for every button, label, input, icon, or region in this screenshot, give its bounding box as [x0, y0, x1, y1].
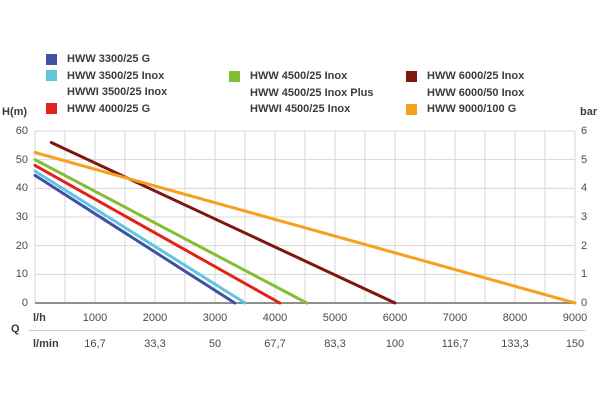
legend-item-label: HWW 6000/50 Inox [427, 86, 525, 99]
legend-item-label: HWW 9000/100 G [427, 103, 517, 115]
legend-item: HWW 4500/25 Inox [229, 68, 373, 85]
x-axis-unit-separator [29, 330, 585, 331]
x-tick-lmin-83,3: 83,3 [324, 338, 346, 350]
x-axis-unit-lmin: l/min [33, 338, 59, 350]
y-tick-left-20: 20 [15, 239, 28, 252]
legend-item: HWWI 3500/25 Inox [46, 84, 167, 101]
legend-item-label: HWW 4500/25 Inox Plus [250, 86, 374, 99]
legend-item: HWW 3300/25 G [46, 51, 167, 68]
x-tick-lh-9000: 9000 [562, 312, 588, 324]
legend-item: HWW 9000/100 G [406, 101, 524, 118]
legend-swatch [46, 53, 57, 65]
legend-item-label: HWW 4500/25 Inox [250, 70, 348, 82]
x-tick-lmin-133,3: 133,3 [501, 338, 529, 350]
x-tick-lh-6000: 6000 [382, 312, 408, 324]
y-tick-right-6: 6 [581, 125, 588, 137]
y-axis-title-right: bar [580, 106, 598, 118]
legend-item: HWW 4500/25 Inox Plus [229, 85, 373, 102]
legend-item-label: HWWI 3500/25 Inox [67, 86, 168, 98]
legend-item: HWW 6000/25 Inox [406, 68, 524, 85]
legend-swatch [46, 103, 57, 115]
series-line-hww-9000-100-g [33, 151, 577, 305]
x-tick-lmin-116,7: 116,7 [441, 338, 469, 350]
series-line-hww-4500-25-inox-hww-4500-25-inox-plus-hwwi-4500-25-inox [33, 158, 309, 305]
legend-column-3: HWW 6000/25 Inox HWW 6000/50 Inox HWW 9000… [406, 68, 524, 118]
y-tick-left-60: 60 [15, 125, 28, 137]
series-line-hww-4000-25-g [33, 163, 282, 305]
x-tick-lh-5000: 5000 [322, 312, 348, 324]
legend-item-label: HWW 3300/25 G [67, 53, 151, 65]
y-tick-left-10: 10 [15, 268, 28, 281]
legend-item: HWW 6000/50 Inox [406, 85, 524, 102]
y-tick-left-40: 40 [15, 182, 28, 195]
x-tick-lmin-67,7: 67,7 [264, 338, 286, 350]
legend-swatch [406, 70, 417, 82]
series-line-hww-6000-25-inox-hww-6000-50-inox [49, 141, 397, 305]
y-tick-right-5: 5 [581, 153, 588, 166]
legend-swatch [229, 70, 240, 82]
x-tick-lmin-33,3: 33,3 [144, 338, 166, 350]
x-tick-lh-1000: 1000 [82, 312, 108, 324]
x-axis-unit-lh: l/h [33, 312, 46, 324]
legend-item: HWW 4000/25 G [46, 101, 167, 118]
y-tick-right-0: 0 [581, 297, 588, 309]
x-axis-title-q: Q [11, 323, 20, 335]
series-line-hww-3300-25-g [33, 173, 237, 305]
y-tick-left-30: 30 [15, 211, 28, 223]
x-tick-lh-4000: 4000 [262, 312, 288, 324]
legend-item: HWW 3500/25 Inox [46, 68, 167, 85]
y-tick-left-50: 50 [15, 153, 28, 166]
legend-swatch [406, 103, 417, 115]
x-tick-lh-7000: 7000 [442, 312, 468, 324]
legend-item-label: HWW 3500/25 Inox [67, 69, 165, 82]
x-tick-lmin-16,7: 16,7 [84, 338, 106, 350]
x-tick-lh-8000: 8000 [502, 312, 528, 324]
legend-item-label: HWW 4000/25 G [67, 102, 151, 115]
y-tick-right-4: 4 [581, 182, 588, 195]
y-tick-left-0: 0 [21, 297, 28, 309]
y-tick-right-1: 1 [581, 268, 588, 281]
series-line-hww-3500-25-inox-hwwi-3500-25-inox [33, 169, 247, 305]
x-tick-lh-3000: 3000 [202, 312, 228, 324]
legend-item-label: HWWI 4500/25 Inox [250, 103, 351, 115]
x-tick-lmin-50: 50 [208, 338, 222, 350]
y-tick-right-3: 3 [581, 211, 588, 223]
legend-swatch [46, 70, 57, 82]
x-tick-lh-2000: 2000 [142, 312, 168, 324]
y-tick-right-2: 2 [581, 239, 588, 252]
legend-column-1: HWW 3300/25 G HWW 3500/25 Inox HWWI 3500/2… [46, 51, 167, 117]
x-tick-lmin-100: 100 [385, 338, 405, 350]
x-tick-lmin-150: 150 [565, 338, 585, 350]
legend-item: HWWI 4500/25 Inox [229, 101, 373, 118]
y-axis-title-left: H(m) [2, 106, 28, 118]
legend-column-2: HWW 4500/25 Inox HWW 4500/25 Inox Plus HWW… [229, 68, 373, 118]
legend-item-label: HWW 6000/25 Inox [427, 70, 525, 82]
